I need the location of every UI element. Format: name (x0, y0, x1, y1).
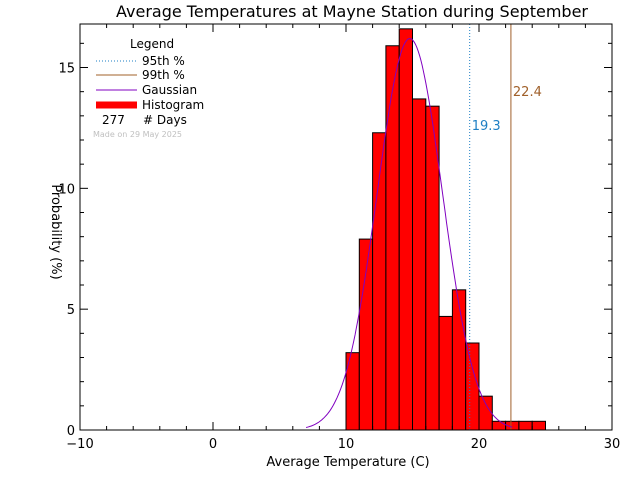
histogram-bar-9 (465, 342, 480, 431)
legend-days-count: 277 (102, 113, 125, 127)
histogram-bar-4 (398, 28, 414, 431)
y-tick-label-0: 0 (67, 424, 75, 439)
x-tick-label-4: 30 (604, 437, 621, 452)
y-tick-label-1: 5 (67, 303, 75, 318)
legend-label-95th: 95th % (142, 54, 185, 68)
legend: Legend 95th % 99th % Gaussian Histogram … (93, 37, 204, 139)
histogram-bar-8 (451, 289, 467, 431)
x-axis-ticks: −10 0 10 20 30 (66, 24, 620, 452)
x-axis-title: Average Temperature (C) (266, 455, 429, 470)
x-tick-label-2: 10 (338, 437, 355, 452)
histogram-bars (345, 28, 547, 431)
x-tick-label-3: 20 (471, 437, 488, 452)
y-axis-ticks: 0 5 10 15 (58, 42, 612, 439)
histogram-bar-13 (518, 420, 533, 431)
legend-label-gaussian: Gaussian (142, 83, 197, 97)
x-tick-label-1: 0 (209, 437, 217, 452)
percentile-labels: 19.3 22.4 (472, 85, 542, 134)
legend-label-histogram: Histogram (142, 98, 204, 112)
gaussian-curve (305, 38, 513, 428)
chart-title: Average Temperatures at Mayne Station du… (116, 2, 588, 21)
made-on-note: Made on 29 May 2025 (93, 130, 182, 139)
histogram-bar-3 (385, 45, 400, 431)
percentile-label-1: 22.4 (513, 85, 542, 100)
legend-title: Legend (130, 37, 174, 51)
y-axis-title: Probability (%) (48, 184, 63, 279)
histogram-bar-5 (412, 98, 427, 431)
y-tick-label-2: 10 (58, 182, 75, 197)
x-tick-label-0: −10 (66, 437, 93, 452)
histogram-bar-11 (491, 420, 507, 431)
histogram-bar-10 (478, 395, 493, 431)
histogram-bar-7 (438, 315, 453, 431)
percentile-label-0: 19.3 (472, 119, 501, 134)
histogram-bar-1 (358, 238, 374, 431)
y-tick-label-3: 15 (58, 62, 75, 77)
percentile-lines (469, 24, 512, 430)
legend-days-label: # Days (143, 113, 187, 127)
legend-label-99th: 99th % (142, 68, 185, 82)
histogram-bar-14 (531, 420, 547, 431)
